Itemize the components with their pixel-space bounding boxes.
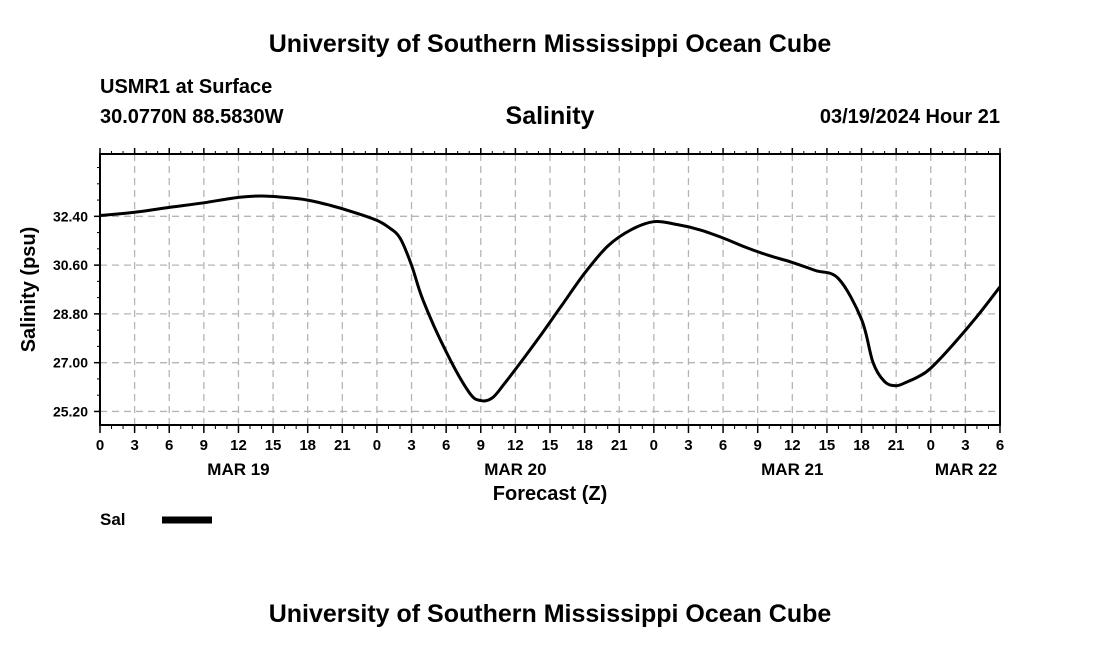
- y-tick-label: 25.20: [53, 403, 88, 419]
- x-tick-label: 15: [265, 437, 282, 454]
- forecast-datetime: 03/19/2024 Hour 21: [819, 106, 1000, 128]
- x-tick-label: 21: [888, 437, 905, 454]
- series-line-sal: [99, 194, 1002, 403]
- page-title-top: University of Southern Mississippi Ocean…: [268, 30, 832, 58]
- x-tick-label: 21: [334, 437, 351, 454]
- y-tick-label: 30.60: [53, 257, 88, 273]
- x-tick-label: 3: [130, 437, 138, 454]
- x-tick-label: 15: [819, 437, 836, 454]
- x-axis-title: Forecast (Z): [493, 483, 607, 505]
- x-tick-label: 18: [576, 437, 593, 454]
- x-tick-label: 6: [165, 437, 173, 454]
- x-tick-label: 0: [650, 437, 658, 454]
- y-axis-title: Salinity (psu): [18, 227, 40, 353]
- x-tick-label: 15: [542, 437, 559, 454]
- y-tick-label: 27.00: [53, 355, 88, 371]
- station-name: USMR1 at Surface: [100, 76, 273, 98]
- x-tick-label: 12: [230, 437, 247, 454]
- x-tick-label: 9: [200, 437, 208, 454]
- x-date-label: MAR 19: [207, 460, 269, 479]
- y-tick-label: 28.80: [53, 306, 88, 322]
- x-tick-label: 6: [719, 437, 727, 454]
- x-tick-label: 0: [373, 437, 381, 454]
- x-tick-label: 0: [96, 437, 104, 454]
- x-tick-label: 3: [961, 437, 969, 454]
- x-tick-label: 12: [507, 437, 524, 454]
- x-tick-label: 21: [611, 437, 628, 454]
- chart-title: Salinity: [505, 102, 595, 130]
- x-tick-label: 3: [407, 437, 415, 454]
- page-title-bottom: University of Southern Mississippi Ocean…: [268, 600, 832, 628]
- x-date-label: MAR 22: [935, 460, 997, 479]
- x-date-label: MAR 20: [484, 460, 546, 479]
- x-tick-label: 0: [927, 437, 935, 454]
- x-tick-label: 12: [784, 437, 801, 454]
- station-coordinates: 30.0770N 88.5830W: [100, 106, 284, 128]
- x-tick-label: 6: [442, 437, 450, 454]
- x-tick-label: 18: [299, 437, 316, 454]
- x-tick-label: 6: [996, 437, 1004, 454]
- x-tick-label: 9: [477, 437, 485, 454]
- x-tick-label: 18: [853, 437, 870, 454]
- x-date-label: MAR 21: [761, 460, 823, 479]
- x-tick-label: 9: [754, 437, 762, 454]
- legend-label: Sal: [100, 510, 126, 529]
- x-tick-label: 3: [684, 437, 692, 454]
- y-tick-label: 32.40: [53, 208, 88, 224]
